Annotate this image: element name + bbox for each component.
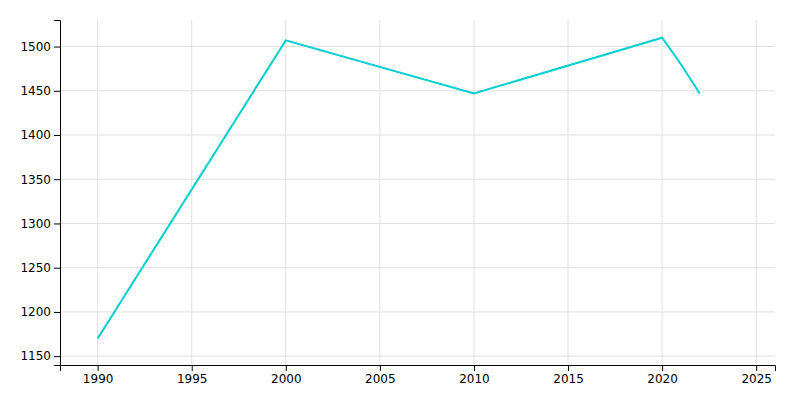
- grid-line-x: [568, 20, 569, 365]
- tick-mark: [756, 365, 757, 371]
- tick: 2015: [553, 365, 584, 386]
- tick-mark: [380, 365, 381, 371]
- tick-mark: [54, 223, 60, 224]
- tick-mark: [192, 365, 193, 371]
- tick-label: 1995: [177, 372, 208, 386]
- tick-label: 1250: [20, 261, 51, 275]
- tick: 1400: [20, 128, 60, 142]
- marks: [98, 38, 700, 339]
- tick-mark: [54, 91, 60, 92]
- plot-area: 1990 1995 2000 2005 2010 2015 2020 2025 1150 1200…: [20, 20, 775, 386]
- tick-mark: [54, 356, 60, 357]
- grid-line-x: [191, 20, 192, 365]
- tick: 1250: [20, 261, 60, 275]
- tick-mark: [54, 47, 60, 48]
- tick: 1300: [20, 217, 60, 231]
- y-axis: 1150 1200 1250 1300 1350 1400 1450 1500: [20, 21, 60, 366]
- tick: 1500: [20, 40, 60, 54]
- tick-label: 2005: [365, 372, 396, 386]
- grid-line-x: [285, 20, 286, 365]
- tick-label: 2000: [271, 372, 302, 386]
- grid-line-x: [662, 20, 663, 365]
- grid-line-x: [379, 20, 380, 365]
- tick-label: 1350: [20, 173, 51, 187]
- grid-line-y: [60, 135, 775, 136]
- tick: 1350: [20, 173, 60, 187]
- tick-mark: [286, 365, 287, 371]
- grid-line-y: [60, 179, 775, 180]
- tick-label: 1300: [20, 217, 51, 231]
- axis-line: [54, 21, 61, 366]
- grid-line-x: [473, 20, 474, 365]
- grid-line-y: [60, 267, 775, 268]
- tick: 1150: [20, 349, 60, 363]
- tick: 1450: [20, 84, 60, 98]
- tick-mark: [662, 365, 663, 371]
- tick: 2025: [741, 365, 772, 386]
- tick-label: 2010: [459, 372, 490, 386]
- tick: 2020: [647, 365, 678, 386]
- tick: 2000: [271, 365, 302, 386]
- grid-line-y: [60, 311, 775, 312]
- tick-mark: [54, 268, 60, 269]
- chart: 1990 1995 2000 2005 2010 2015 2020 2025 1150 1200…: [0, 0, 800, 400]
- grid-line-y: [60, 356, 775, 357]
- tick-mark: [54, 179, 60, 180]
- tick-label: 1400: [20, 128, 51, 142]
- tick-label: 1200: [20, 305, 51, 319]
- tick: 1995: [177, 365, 208, 386]
- tick: 2005: [365, 365, 396, 386]
- tick-mark: [54, 135, 60, 136]
- grid-line-x: [756, 20, 757, 365]
- line: [98, 38, 700, 339]
- tick: 2010: [459, 365, 490, 386]
- axis-line: [61, 366, 776, 372]
- tick-label: 1450: [20, 84, 51, 98]
- grid-line-y: [60, 223, 775, 224]
- tick-label: 1150: [20, 349, 51, 363]
- tick-mark: [474, 365, 475, 371]
- tick-label: 1990: [83, 372, 114, 386]
- tick-mark: [98, 365, 99, 371]
- grid: [60, 20, 775, 365]
- tick-mark: [568, 365, 569, 371]
- grid-line-x: [97, 20, 98, 365]
- tick-label: 2025: [741, 372, 772, 386]
- tick-mark: [54, 312, 60, 313]
- tick-label: 1500: [20, 40, 51, 54]
- grid-line-y: [60, 90, 775, 91]
- x-axis: 1990 1995 2000 2005 2010 2015 2020 2025: [61, 365, 776, 386]
- tick: 1200: [20, 305, 60, 319]
- tick: 1990: [83, 365, 114, 386]
- tick-label: 2020: [647, 372, 678, 386]
- tick-label: 2015: [553, 372, 584, 386]
